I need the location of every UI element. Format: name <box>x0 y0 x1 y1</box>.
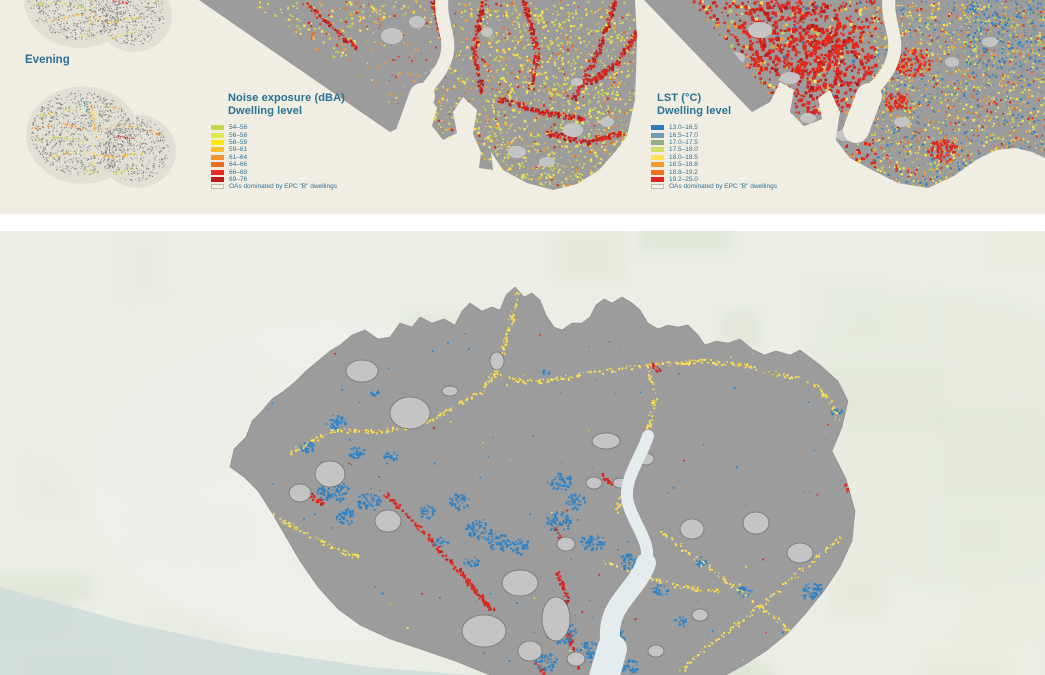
legend-label: 61–64 <box>229 153 248 161</box>
bottom-panel <box>0 231 1045 675</box>
legend-swatch <box>211 139 224 145</box>
legend-item: 17.0–17.5 <box>651 139 777 146</box>
legend-label: 17.0–17.5 <box>669 138 698 146</box>
legend-item: 18.8–19.2 <box>651 168 777 176</box>
lst-map <box>644 0 1045 188</box>
legend-swatch <box>651 169 664 175</box>
lst-legend: LST (°C) Dwelling level 13.0–16.5 16.5–17… <box>651 92 777 191</box>
lst-legend-title-line1: LST (°C) <box>657 92 702 104</box>
legend-swatch <box>211 132 224 138</box>
legend-item: 58–59 <box>211 139 345 146</box>
legend-swatch <box>211 162 224 168</box>
legend-swatch <box>651 139 664 145</box>
noise-legend-title: Noise exposure (dBA) Dwelling level <box>228 92 345 117</box>
legend-item: 18.0–18.5 <box>651 154 777 161</box>
legend-item: 56–58 <box>211 131 345 139</box>
legend-label: 56–58 <box>229 131 248 139</box>
legend-label: OAs dominated by EPC "B" dwellings <box>669 183 777 191</box>
legend-label: 13.0–16.5 <box>669 124 698 132</box>
thumbnail-map-evening <box>26 86 176 188</box>
legend-item: OAs dominated by EPC "B" dwellings <box>211 183 345 190</box>
legend-label: 16.5–17.0 <box>669 131 698 139</box>
legend-item: 66–69 <box>211 168 345 176</box>
legend-label: 18.0–18.5 <box>669 153 698 161</box>
legend-swatch <box>651 162 664 168</box>
legend-swatch <box>211 184 224 190</box>
legend-label: 19.2–25.0 <box>669 175 698 183</box>
legend-label: 54–56 <box>229 124 248 132</box>
legend-label: 66–69 <box>229 168 248 176</box>
legend-swatch <box>211 154 224 160</box>
noise-exposure-map <box>199 0 637 190</box>
legend-swatch <box>651 154 664 160</box>
legend-label: 58–59 <box>229 138 248 146</box>
legend-swatch <box>211 176 224 182</box>
legend-swatch <box>651 176 664 182</box>
legend-item: 17.5–18.0 <box>651 146 777 153</box>
legend-label: OAs dominated by EPC "B" dwellings <box>229 183 337 191</box>
legend-item: OAs dominated by EPC "B" dwellings <box>651 183 777 190</box>
legend-swatch <box>651 125 664 131</box>
evening-label: Evening <box>25 54 70 66</box>
legend-label: 17.5–18.0 <box>669 146 698 154</box>
legend-swatch <box>651 147 664 153</box>
legend-label: 18.5–18.8 <box>669 161 698 169</box>
legend-label: 59–61 <box>229 146 248 154</box>
legend-item: 18.5–18.8 <box>651 161 777 168</box>
noise-legend-title-line2: Dwelling level <box>228 104 303 117</box>
legend-label: 64–66 <box>229 161 248 169</box>
noise-legend-items: 54–56 56–58 58–59 59–61 61–64 64–66 66–69 69–76… <box>211 124 345 191</box>
legend-swatch <box>651 132 664 138</box>
lst-legend-title: LST (°C) Dwelling level <box>657 92 777 117</box>
legend-item: 59–61 <box>211 146 345 153</box>
legend-swatch <box>211 125 224 131</box>
legend-item: 69–76 <box>211 176 345 183</box>
thumbnail-map-top <box>24 0 172 52</box>
legend-item: 54–56 <box>211 124 345 131</box>
legend-swatch <box>651 184 664 190</box>
legend-label: 69–76 <box>229 175 248 183</box>
legend-item: 64–66 <box>211 161 345 168</box>
legend-swatch <box>211 147 224 153</box>
noise-legend-title-line1: Noise exposure (dBA) <box>228 92 345 104</box>
legend-item: 13.0–16.5 <box>651 124 777 131</box>
lst-legend-items: 13.0–16.5 16.5–17.0 17.0–17.5 17.5–18.0 18.0… <box>651 124 777 191</box>
legend-swatch <box>211 169 224 175</box>
legend-item: 19.2–25.0 <box>651 176 777 183</box>
noise-legend: Noise exposure (dBA) Dwelling level 54–5… <box>211 92 345 191</box>
legend-item: 16.5–17.0 <box>651 131 777 139</box>
top-panel: Evening Noise exposure (dBA) Dwelling le… <box>0 0 1045 214</box>
lst-legend-title-line2: Dwelling level <box>657 104 732 117</box>
legend-label: 18.8–19.2 <box>669 168 698 176</box>
legend-item: 61–64 <box>211 154 345 161</box>
epc-b-dwellings-map <box>0 231 1045 675</box>
